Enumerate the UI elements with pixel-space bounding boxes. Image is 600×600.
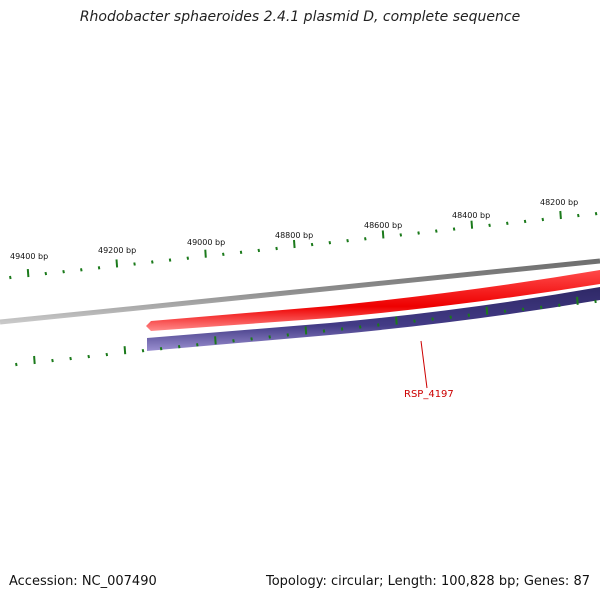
topology-summary: Topology: circular; Length: 100,828 bp; … [265, 574, 590, 589]
minor-tick [62, 270, 65, 274]
major-tick [470, 220, 474, 229]
tick-label: 49000 bp [187, 238, 225, 247]
minor-tick [268, 335, 271, 339]
minor-tick [377, 323, 380, 327]
map-title: Rhodobacter sphaeroides 2.4.1 plasmid D,… [79, 9, 521, 25]
minor-tick [417, 231, 420, 235]
minor-tick [177, 345, 181, 349]
minor-tick [222, 252, 225, 256]
minor-tick [250, 337, 253, 341]
major-tick [293, 239, 296, 249]
minor-tick [488, 223, 491, 227]
minor-tick [328, 241, 332, 245]
minor-tick [413, 319, 416, 323]
minor-tick [151, 260, 154, 264]
major-tick [381, 230, 385, 239]
minor-tick [452, 227, 456, 231]
tick-label: 48800 bp [275, 231, 313, 240]
minor-tick [539, 305, 543, 309]
minor-tick [275, 246, 278, 251]
minor-tick [196, 343, 199, 347]
minor-tick [69, 356, 72, 361]
minor-tick [44, 271, 48, 276]
minor-tick [506, 221, 509, 225]
minor-tick [232, 339, 235, 343]
major-tick [395, 316, 398, 325]
tick-label: 49400 bp [10, 252, 48, 261]
minor-tick [399, 233, 403, 237]
minor-tick [521, 307, 525, 311]
feature-track-band [147, 287, 600, 351]
minor-tick [97, 266, 101, 270]
minor-tick [431, 317, 434, 321]
minor-tick [80, 268, 83, 272]
major-tick [123, 346, 127, 355]
minor-tick [159, 347, 163, 351]
minor-tick [87, 354, 90, 359]
major-tick [485, 306, 489, 315]
minor-tick [558, 303, 561, 307]
minor-tick [168, 258, 172, 262]
backbone-arc [0, 258, 600, 325]
minor-tick [141, 349, 145, 353]
gene-label-leader [420, 340, 428, 389]
major-tick [115, 259, 119, 268]
minor-tick [186, 256, 190, 260]
tick-labels: 49400 bp 49200 bp 49000 bp 48800 bp 48600 bp… [10, 198, 578, 261]
major-tick [33, 355, 36, 365]
major-tick [204, 249, 207, 258]
minor-tick [340, 327, 344, 331]
gene-feature-rsp-4197[interactable] [146, 270, 600, 331]
minor-tick [257, 248, 261, 253]
minor-tick [310, 242, 314, 247]
accession-text: Accession: NC_007490 [9, 574, 157, 589]
tick-label: 48200 bp [540, 198, 578, 207]
minor-tick [449, 315, 452, 319]
major-tick [26, 269, 30, 278]
minor-tick [523, 219, 527, 224]
minor-tick [541, 217, 545, 222]
major-tick [559, 210, 562, 220]
major-tick [214, 336, 217, 345]
minor-tick [364, 237, 367, 241]
minor-tick [9, 275, 12, 280]
minor-tick [594, 299, 597, 304]
tick-label: 48600 bp [364, 221, 402, 230]
minor-tick [133, 262, 136, 266]
tick-label: 48400 bp [452, 211, 490, 220]
tick-label: 49200 bp [98, 246, 136, 255]
minor-tick [51, 358, 54, 363]
minor-tick [594, 212, 598, 216]
major-tick [576, 296, 579, 305]
minor-tick [503, 309, 507, 313]
gene-label-rsp-4197[interactable]: RSP_4197 [404, 389, 454, 400]
major-tick [304, 326, 308, 335]
minor-tick [467, 313, 471, 317]
minor-tick [322, 329, 326, 333]
minor-tick [239, 250, 243, 254]
minor-tick [15, 362, 18, 367]
outer-tick-marks [9, 210, 598, 280]
minor-tick [346, 239, 349, 243]
inner-tick-marks [15, 296, 597, 367]
minor-tick [435, 229, 438, 233]
minor-tick [286, 333, 290, 337]
minor-tick [358, 325, 362, 329]
minor-tick [577, 213, 580, 218]
minor-tick [105, 352, 109, 357]
